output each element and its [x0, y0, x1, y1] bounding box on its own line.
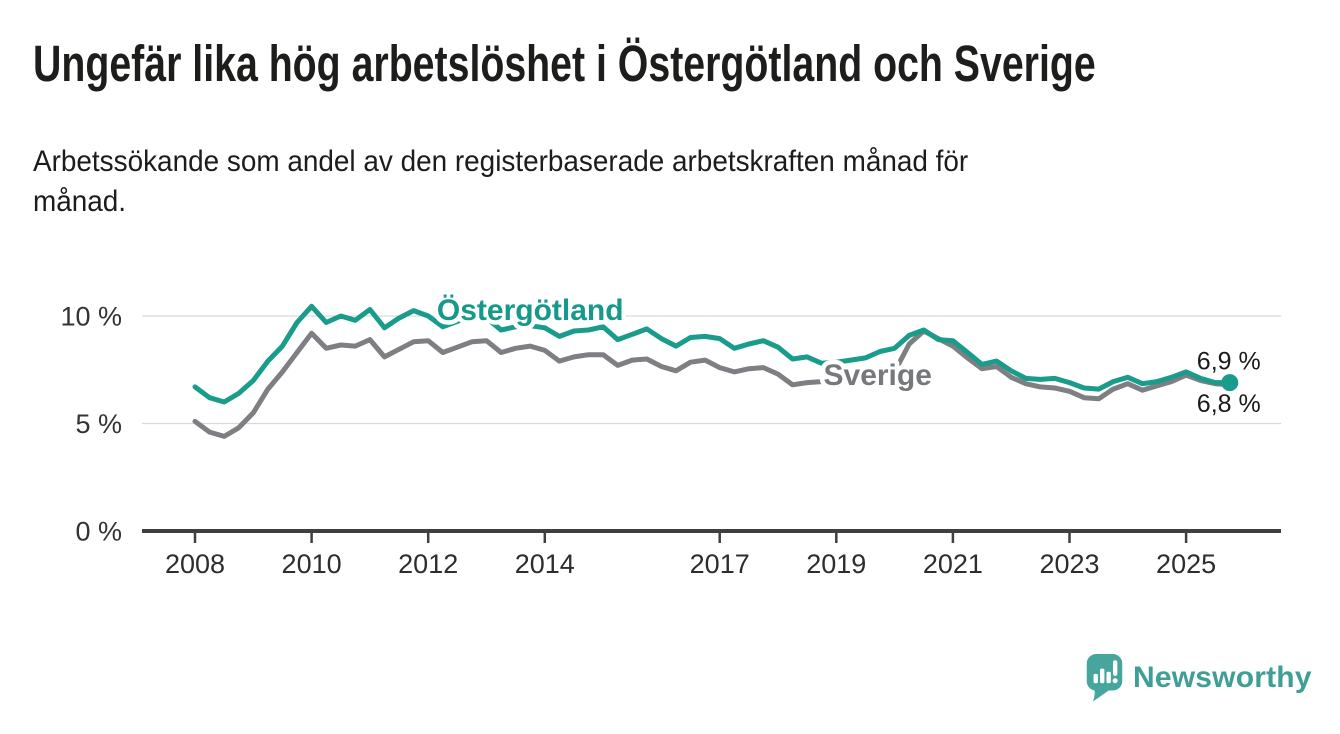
end-dot-ostergotland — [1221, 374, 1239, 392]
x-axis-label-2021: 2021 — [923, 549, 983, 579]
x-axis-label-2019: 2019 — [806, 549, 866, 579]
newsworthy-logo-icon — [1086, 654, 1123, 702]
x-axis-label-2014: 2014 — [515, 549, 575, 579]
chart-subtitle: Arbetssökande som andel av den registerb… — [33, 142, 968, 222]
series-label-sverige: Sverige — [824, 359, 932, 392]
y-axis-label-5: 5 % — [75, 409, 122, 439]
x-axis-label-2017: 2017 — [690, 549, 750, 579]
subtitle-line-1: Arbetssökande som andel av den registerb… — [33, 145, 969, 178]
x-axis-label-2023: 2023 — [1039, 549, 1099, 579]
subtitle-line-2: månad. — [33, 185, 127, 218]
page-title: Ungefär lika hög arbetslöshet i Östergöt… — [33, 35, 1096, 92]
end-value-ostergotland: 6,9 % — [1197, 348, 1261, 376]
x-axis-label-2010: 2010 — [282, 549, 342, 579]
x-axis-label-2025: 2025 — [1156, 549, 1216, 579]
newsworthy-logo-text: Newsworthy — [1133, 661, 1312, 694]
end-value-sverige: 6,8 % — [1197, 390, 1261, 418]
line-sverige — [192, 328, 1233, 439]
x-axis-label-2012: 2012 — [398, 549, 458, 579]
newsworthy-logo: Newsworthy — [1086, 654, 1312, 702]
x-axis-label-2008: 2008 — [165, 549, 225, 579]
y-axis-label-0: 0 % — [75, 517, 122, 547]
y-axis-label-10: 10 % — [60, 302, 122, 332]
series-label-ostergotland: Östergötland — [437, 294, 624, 327]
line-ostergotland — [192, 303, 1233, 405]
